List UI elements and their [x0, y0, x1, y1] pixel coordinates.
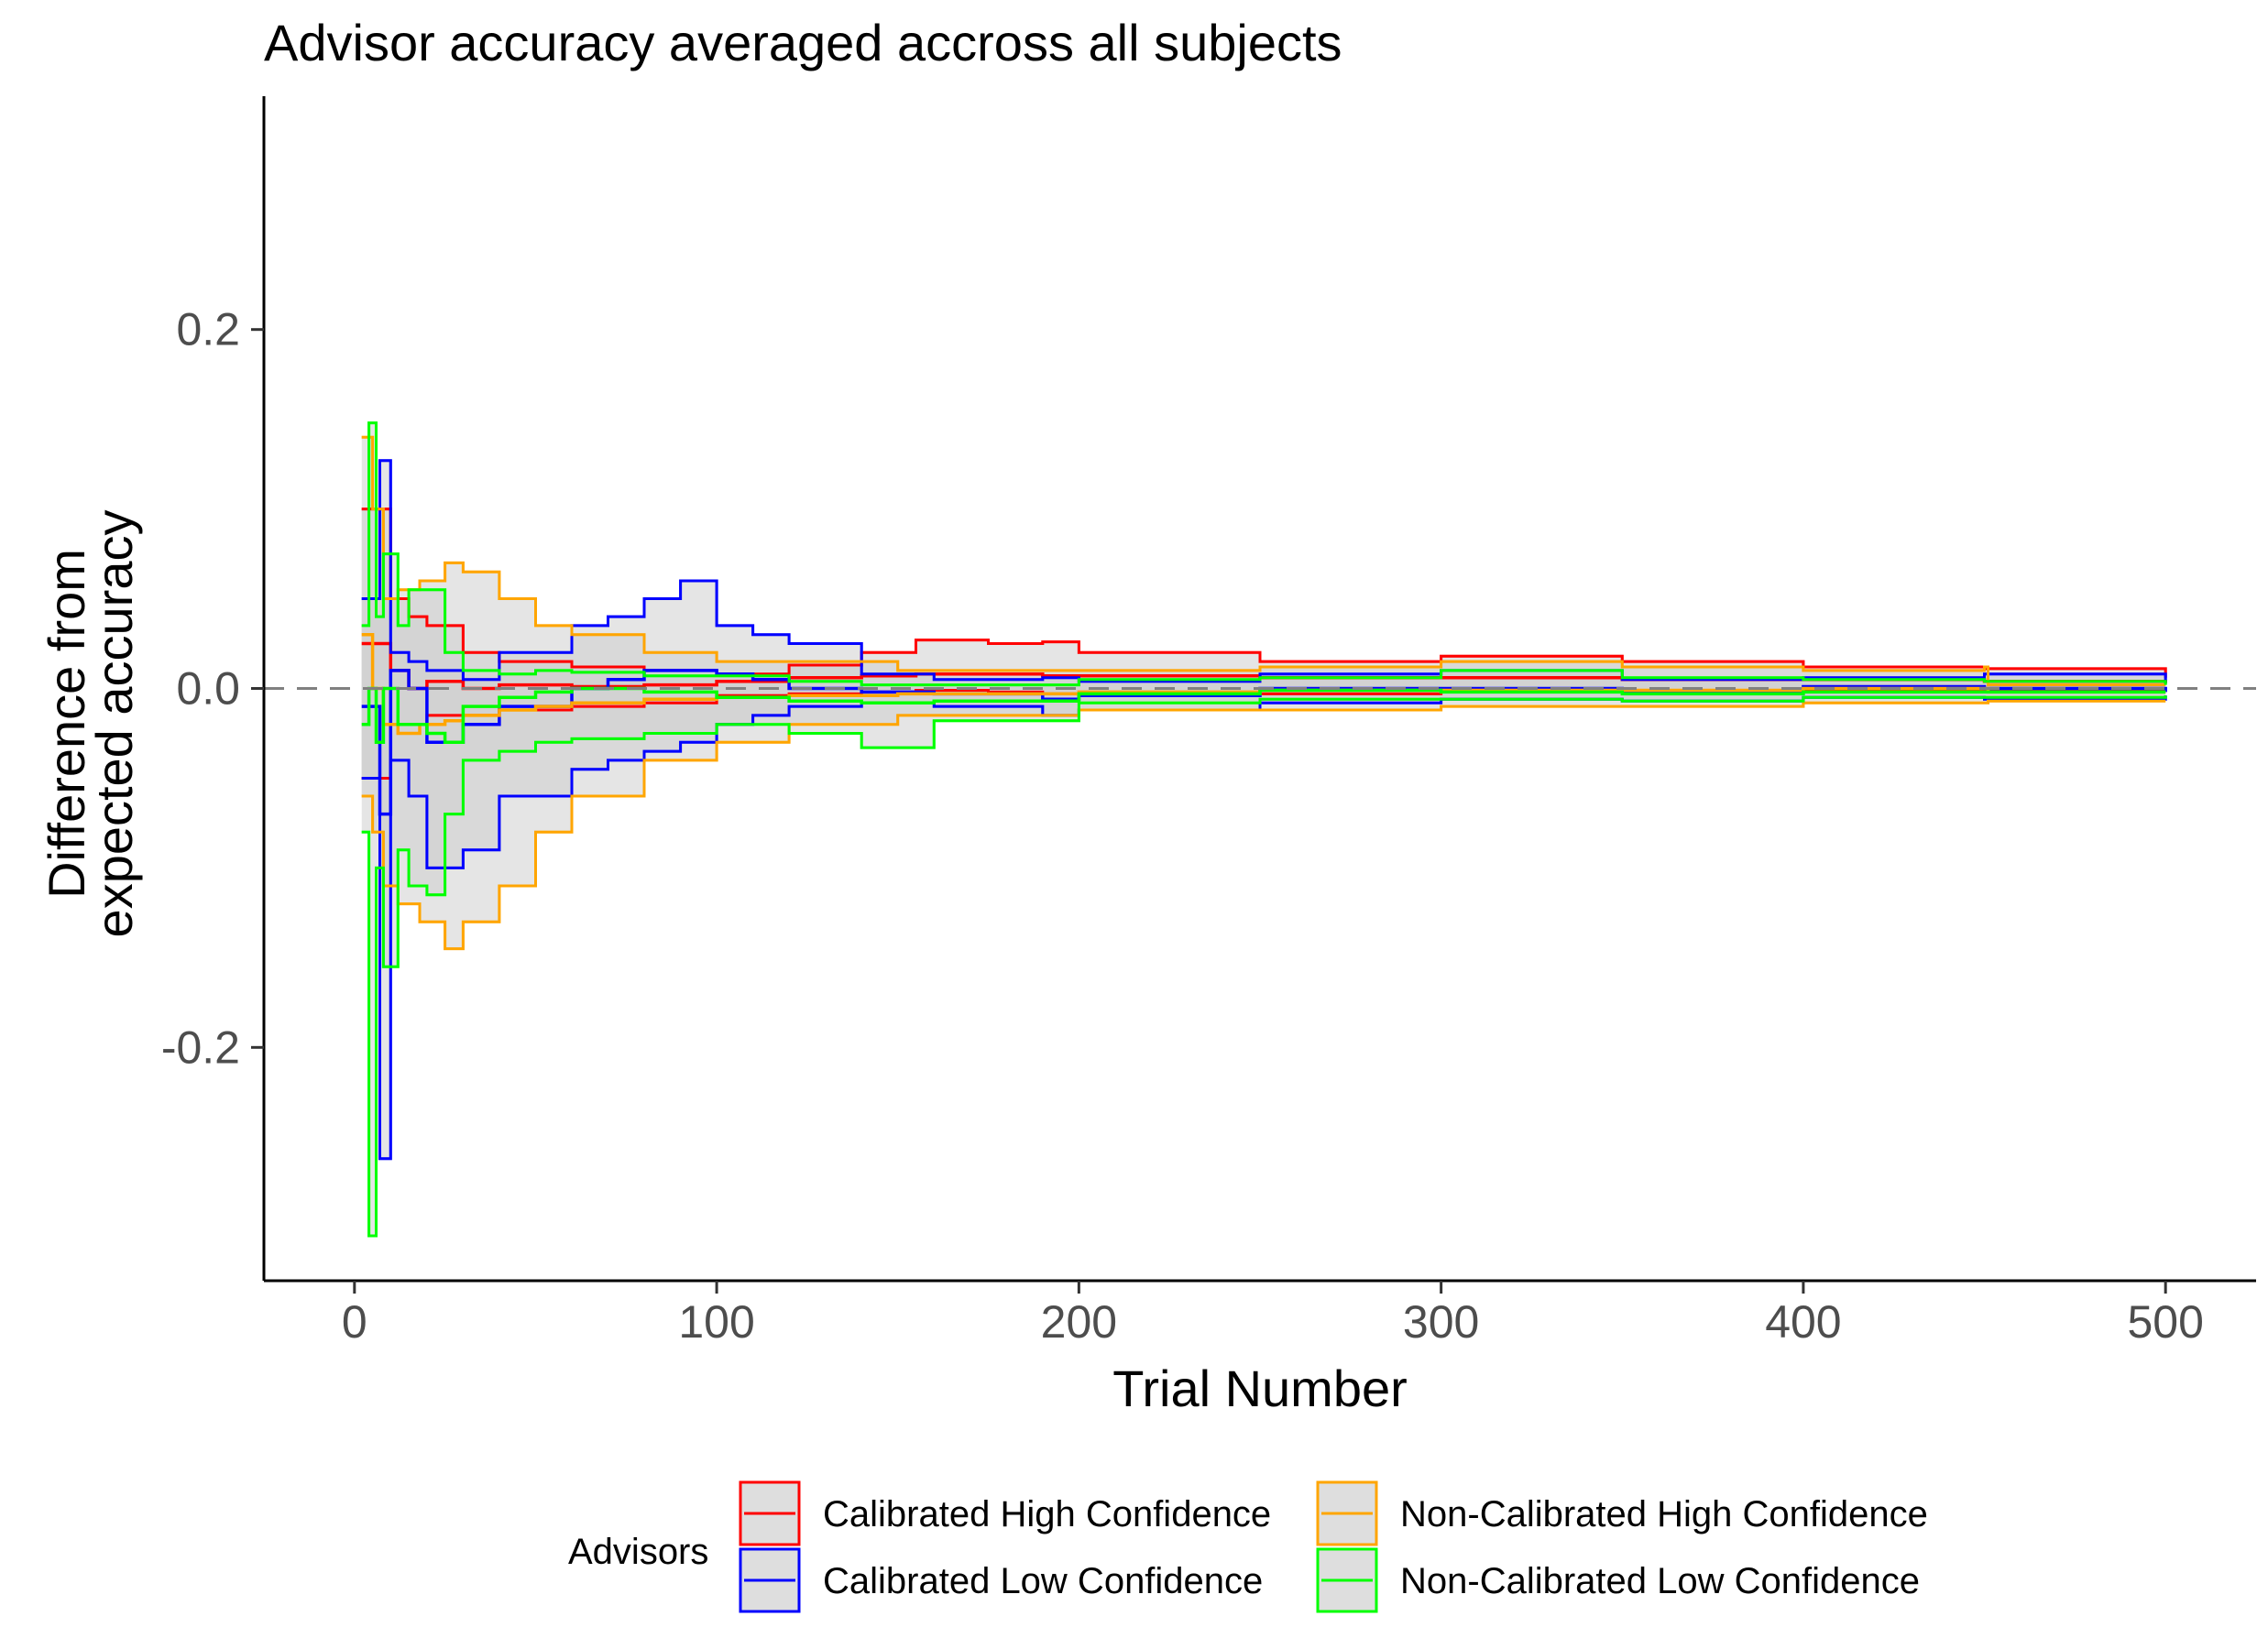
x-tick-label: 300 — [1403, 1296, 1479, 1348]
x-tick-label: 100 — [678, 1296, 754, 1348]
legend-title: Advisors — [568, 1532, 708, 1572]
plot-area — [264, 421, 2256, 1238]
series-bound-lower-3 — [361, 699, 2166, 951]
series-line-layer — [361, 421, 2167, 1238]
series-bound-upper-4 — [361, 421, 2167, 687]
chart-title: Advisor accuracy averaged accross all su… — [264, 14, 1342, 71]
legend-label-1: Calibrated High Confidence — [823, 1494, 1271, 1534]
ribbon-layer — [361, 422, 2166, 1237]
y-tick-label: -0.2 — [161, 1021, 240, 1073]
y-axis-ticks: -0.2 0.0 0.2 — [161, 304, 264, 1073]
legend-label-4: Non-Calibrated Low Confidence — [1400, 1561, 1920, 1601]
legend-label-3: Non-Calibrated High Confidence — [1400, 1494, 1928, 1534]
x-tick-label: 200 — [1041, 1296, 1117, 1348]
x-tick-label: 500 — [2127, 1296, 2203, 1348]
x-axis-ticks: 0 100 200 300 400 500 — [342, 1281, 2204, 1348]
legend: Advisors Calibrated High ConfidenceCalib… — [568, 1480, 1928, 1613]
confidence-ribbon-4 — [361, 422, 2166, 1237]
y-axis-title-line-2: expected accuracy — [85, 510, 143, 938]
legend-entries: Calibrated High Confidence Calibrated Low… — [739, 1480, 1928, 1613]
series-line-3 — [361, 632, 2166, 736]
x-axis-title: Trial Number — [1112, 1360, 1408, 1417]
x-tick-label: 400 — [1765, 1296, 1841, 1348]
x-tick-label: 0 — [342, 1296, 367, 1348]
series-bound-lower-4 — [361, 695, 2167, 1238]
confidence-ribbon-2 — [361, 460, 2166, 1159]
y-axis-title: Difference from expected accuracy — [38, 510, 143, 938]
y-axis-title-line-1: Difference from — [38, 549, 95, 899]
y-tick-label: 0.2 — [176, 304, 240, 355]
y-tick-label: 0.0 — [176, 663, 240, 715]
legend-label-2: Calibrated Low Confidence — [823, 1561, 1263, 1601]
